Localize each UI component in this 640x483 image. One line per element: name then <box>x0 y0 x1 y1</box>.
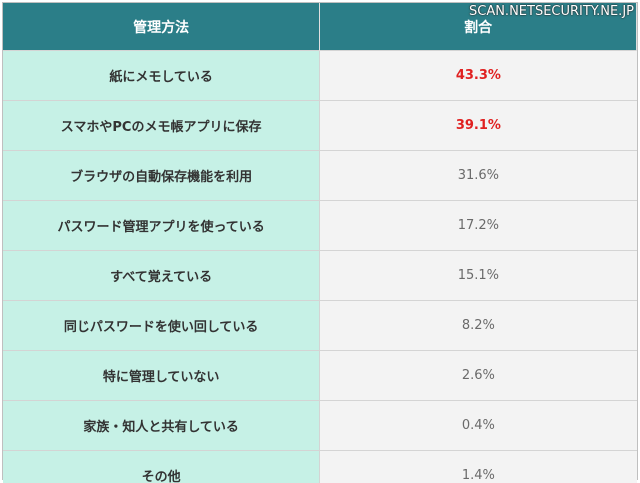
method-cell: 紙にメモしている <box>3 50 321 101</box>
table-row: すべて覚えている 15.1% <box>3 250 637 301</box>
ratio-cell: 0.4% <box>319 400 637 451</box>
method-cell: ブラウザの自動保存機能を利用 <box>3 150 321 201</box>
table-body: 紙にメモしている 43.3% スマホやPCのメモ帳アプリに保存 39.1% ブラウザの自… <box>3 50 637 483</box>
table-row: ブラウザの自動保存機能を利用 31.6% <box>3 150 637 201</box>
method-cell: 特に管理していない <box>3 350 321 401</box>
table-row: 紙にメモしている 43.3% <box>3 50 637 101</box>
table-row: 家族・知人と共有している 0.4% <box>3 400 637 451</box>
header-cell: 管理方法 <box>3 3 321 51</box>
ratio-cell: 1.4% <box>319 450 637 483</box>
header-row: 管理方法 割合 <box>3 3 637 51</box>
table-header: 管理方法 割合 <box>3 3 637 51</box>
table-row: 同じパスワードを使い回している 8.2% <box>3 300 637 351</box>
method-cell: その他 <box>3 450 321 483</box>
method-cell: 同じパスワードを使い回している <box>3 300 321 351</box>
watermark: SCAN.NETSECURITY.NE.JP <box>468 4 634 19</box>
table-row: スマホやPCのメモ帳アプリに保存 39.1% <box>3 100 637 151</box>
ratio-cell: 15.1% <box>319 250 637 301</box>
method-cell: パスワード管理アプリを使っている <box>3 200 321 251</box>
header-cell: 割合 <box>319 3 637 51</box>
ratio-cell: 2.6% <box>319 350 637 401</box>
ratio-cell: 8.2% <box>319 300 637 351</box>
table-row: 特に管理していない 2.6% <box>3 350 637 401</box>
ratio-cell: 31.6% <box>319 150 637 201</box>
method-cell: 家族・知人と共有している <box>3 400 321 451</box>
method-cell: スマホやPCのメモ帳アプリに保存 <box>3 100 321 151</box>
table-row: パスワード管理アプリを使っている 17.2% <box>3 200 637 251</box>
table-row: その他 1.4% <box>3 450 637 483</box>
ratio-cell: 39.1% <box>319 100 637 151</box>
ratio-cell: 43.3% <box>319 50 637 101</box>
ratio-cell: 17.2% <box>319 200 637 251</box>
method-cell: すべて覚えている <box>3 250 321 301</box>
table: 管理方法 割合 紙にメモしている 43.3% スマホやPCのメモ帳アプリに保存 39.… <box>3 3 637 483</box>
